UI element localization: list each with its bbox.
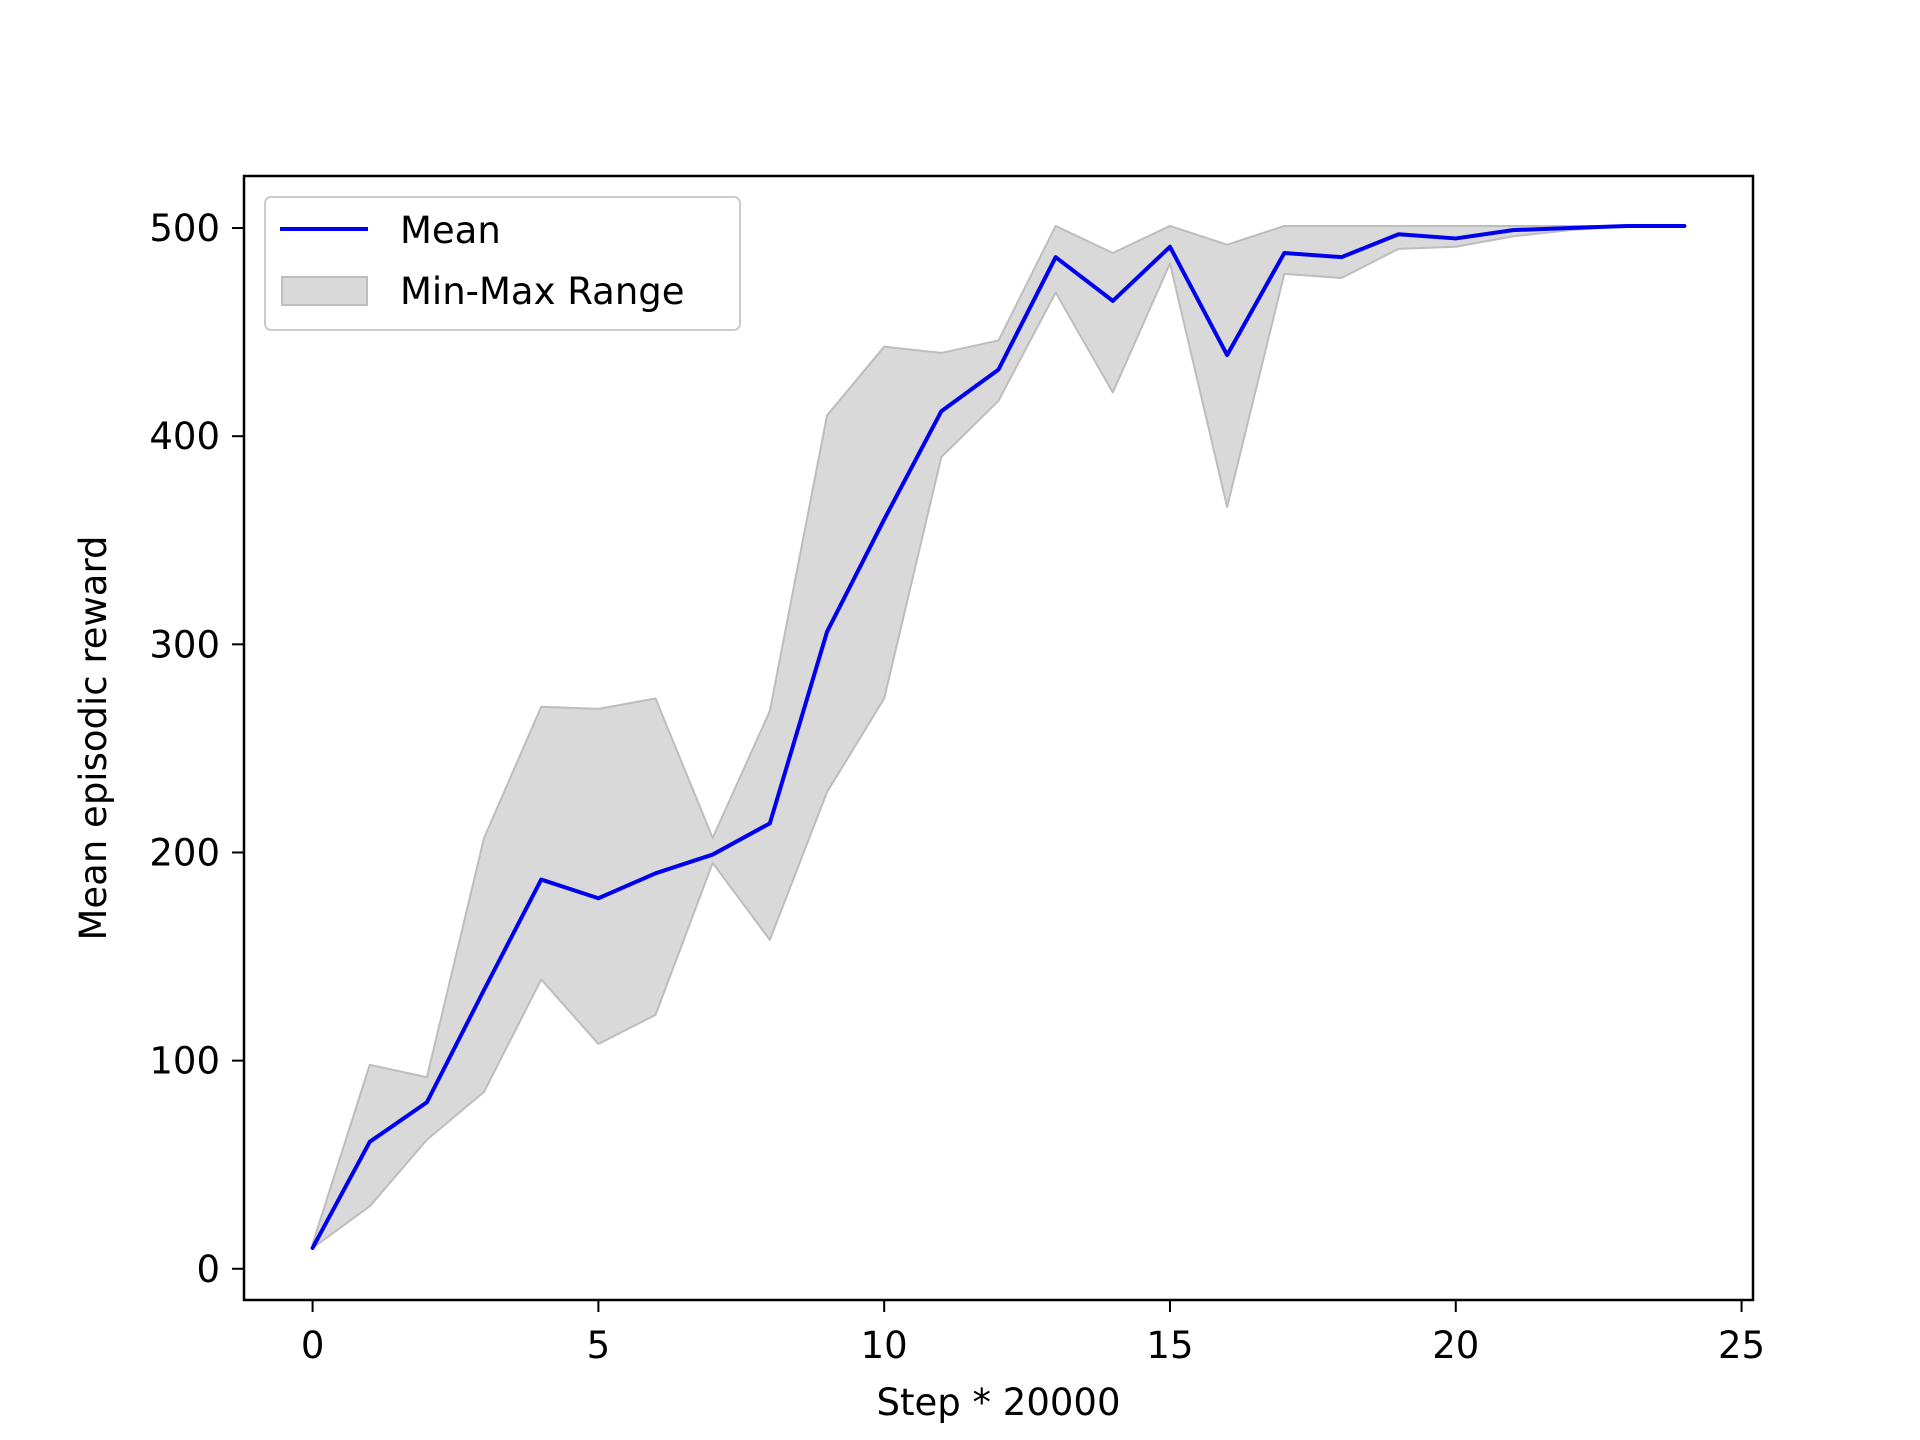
mean-point bbox=[1111, 299, 1115, 303]
mean-point bbox=[1682, 224, 1686, 228]
mean-point bbox=[1168, 245, 1172, 249]
y-tick-label: 0 bbox=[196, 1248, 220, 1291]
y-tick-label: 200 bbox=[149, 831, 220, 874]
mean-point bbox=[825, 630, 829, 634]
legend-mean-label: Mean bbox=[400, 209, 501, 252]
x-tick-label: 20 bbox=[1432, 1324, 1479, 1367]
legend: Mean Min-Max Range bbox=[264, 196, 741, 331]
mean-point bbox=[1454, 236, 1458, 240]
legend-frame bbox=[264, 196, 741, 331]
y-tick-label: 400 bbox=[149, 415, 220, 458]
plot-area bbox=[310, 223, 1687, 1250]
mean-point bbox=[997, 368, 1001, 372]
mean-point bbox=[1339, 255, 1343, 259]
mean-point bbox=[1625, 224, 1629, 228]
x-axis-label: Step * 20000 bbox=[877, 1381, 1121, 1424]
mean-point bbox=[1397, 232, 1401, 236]
mean-point bbox=[311, 1246, 315, 1250]
x-tick-label: 15 bbox=[1146, 1324, 1193, 1367]
y-tick-label: 300 bbox=[149, 623, 220, 666]
plot-frame bbox=[242, 174, 1755, 1302]
axes: 0 5 10 15 20 25 0 100 200 300 400 500 bbox=[149, 174, 1765, 1367]
mean-point bbox=[425, 1100, 429, 1104]
x-tick-label: 0 bbox=[301, 1324, 325, 1367]
x-tick-label: 5 bbox=[587, 1324, 611, 1367]
mean-point bbox=[711, 853, 715, 857]
mean-point bbox=[1282, 251, 1286, 255]
mean-point bbox=[939, 409, 943, 413]
mean-line bbox=[310, 223, 1687, 1250]
mean-point bbox=[596, 896, 600, 900]
mean-point bbox=[768, 821, 772, 825]
y-tick-label: 100 bbox=[149, 1040, 220, 1083]
y-tick-label: 500 bbox=[149, 207, 220, 250]
mean-point bbox=[882, 517, 886, 521]
mean-point bbox=[1225, 353, 1229, 357]
y-axis-label: Mean episodic reward bbox=[72, 535, 115, 940]
mean-point bbox=[1511, 228, 1515, 232]
x-tick-label: 25 bbox=[1718, 1324, 1765, 1367]
mean-point bbox=[482, 988, 486, 992]
x-tick-label: 10 bbox=[861, 1324, 908, 1367]
mean-point bbox=[368, 1140, 372, 1144]
legend-range-swatch bbox=[281, 276, 368, 306]
mean-point bbox=[1054, 255, 1058, 259]
mean-point bbox=[539, 878, 543, 882]
mean-point bbox=[654, 871, 658, 875]
legend-range-label: Min-Max Range bbox=[400, 270, 685, 313]
mean-point bbox=[1568, 226, 1572, 230]
